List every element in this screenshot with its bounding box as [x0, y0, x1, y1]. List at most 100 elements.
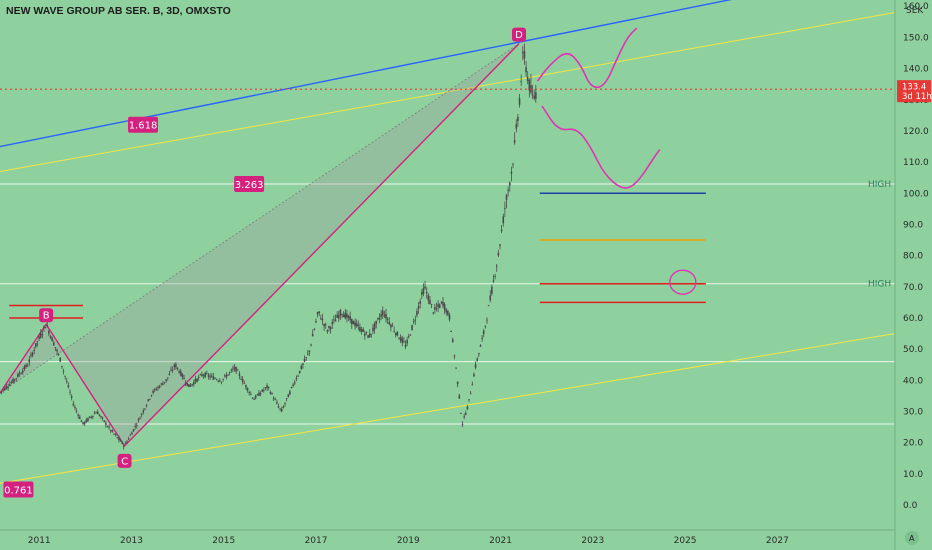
candle-body [230, 369, 233, 371]
candle-body [12, 378, 14, 383]
candle-body [44, 327, 47, 329]
time-tick-label: 2023 [581, 536, 604, 546]
candle-body [157, 387, 159, 388]
candle-body [126, 441, 128, 443]
candle-body [432, 312, 435, 314]
candle-body [253, 399, 255, 400]
candle-body [8, 384, 11, 386]
candle-body [201, 374, 203, 376]
auto-scale-icon[interactable]: A [909, 534, 915, 543]
candle-body [258, 392, 260, 396]
candle-body [274, 399, 277, 401]
candle-body [293, 382, 296, 384]
candle-body [178, 371, 180, 373]
candle-body [357, 325, 360, 326]
candle-body [254, 395, 257, 399]
fib-ratio-box[interactable] [3, 481, 34, 498]
candle-body [70, 396, 73, 398]
candle-body [36, 341, 39, 343]
candle-body [193, 382, 195, 385]
pattern-legs[interactable] [0, 43, 520, 447]
candle-body [7, 386, 9, 388]
candle-body [228, 372, 231, 374]
candle-body [108, 426, 110, 428]
high-label: HIGH [868, 280, 891, 290]
trend-line[interactable] [0, 0, 775, 148]
candle-body [227, 374, 229, 376]
price-tick-label: 160.0 [903, 2, 929, 12]
candle-body [386, 318, 389, 320]
candle-body [517, 116, 519, 121]
candle-body [225, 375, 228, 378]
candle-body [238, 373, 241, 376]
candle-body [119, 439, 122, 442]
highlight-circle[interactable] [669, 269, 697, 295]
candle-body [57, 354, 60, 355]
candle-body [492, 280, 495, 282]
price-tick-label: 110.0 [903, 158, 929, 168]
candle-body [233, 366, 236, 370]
candle-body [101, 417, 104, 419]
candle-body [440, 301, 443, 303]
candle-body [417, 306, 420, 309]
harmonic-pattern[interactable] [0, 43, 520, 447]
candle-body [481, 337, 483, 339]
candle-body [479, 345, 482, 347]
price-axis[interactable]: 0.0 10.0 20.0 30.0 40.0 50.0 60.0 70.0 80.0 90.0 1… [897, 2, 932, 511]
candle-body [497, 252, 500, 256]
candle-body [215, 379, 218, 381]
candle-body [307, 353, 309, 355]
candle-body [25, 364, 27, 367]
pattern-point-box[interactable] [117, 453, 132, 468]
candle-body [168, 373, 171, 376]
candle-body [250, 393, 252, 395]
candle-body [430, 304, 433, 305]
projection-path[interactable] [541, 105, 661, 189]
candle-body [419, 301, 421, 304]
candle-body [85, 419, 88, 422]
projection-path[interactable] [536, 27, 638, 89]
last-price-tag[interactable] [897, 80, 931, 103]
price-tick-label: 20.0 [903, 439, 923, 449]
time-axis[interactable]: 2011 2013 2015 2017 2019 2021 2023 2025 2027 [28, 536, 789, 546]
trend-line[interactable] [0, 11, 896, 172]
candle-body [504, 208, 506, 210]
pattern-labels[interactable]: B C D 1.618 3.263 0.761 [3, 27, 527, 498]
candle-body [279, 408, 281, 410]
candle-body [518, 98, 521, 105]
candle-body [422, 287, 425, 294]
candle-body [240, 378, 242, 380]
candle-body [378, 317, 381, 320]
time-tick-label: 2017 [305, 536, 328, 546]
candle-body [165, 379, 167, 382]
auto-scale-button[interactable] [905, 531, 919, 545]
projection-paths[interactable] [536, 27, 697, 295]
candle-body [127, 438, 130, 440]
horizontal-lines: HIGH HIGH [0, 180, 895, 425]
candle-body [15, 378, 18, 380]
candle-body [140, 413, 143, 415]
fib-ratio-box[interactable] [128, 116, 159, 133]
candle-body [93, 413, 96, 415]
candle-body [466, 406, 469, 410]
candle-body [184, 382, 187, 384]
candle-body [531, 94, 534, 96]
candle-body [95, 412, 97, 414]
candle-body [64, 375, 66, 377]
candle-body [324, 324, 327, 326]
candle-body [248, 392, 250, 393]
trend-line[interactable] [0, 333, 896, 484]
candle-body [212, 376, 215, 380]
candle-body [4, 387, 6, 391]
candle-body [48, 331, 50, 334]
candle-body [448, 314, 451, 320]
candle-body [388, 321, 391, 325]
target-levels[interactable] [0, 88, 895, 319]
fib-ratio-box[interactable] [234, 175, 265, 192]
pattern-point-box[interactable] [39, 308, 54, 323]
candle-body [31, 352, 34, 356]
candle-body [153, 389, 156, 390]
pattern-point-box[interactable] [512, 27, 527, 42]
candle-body [510, 171, 513, 174]
